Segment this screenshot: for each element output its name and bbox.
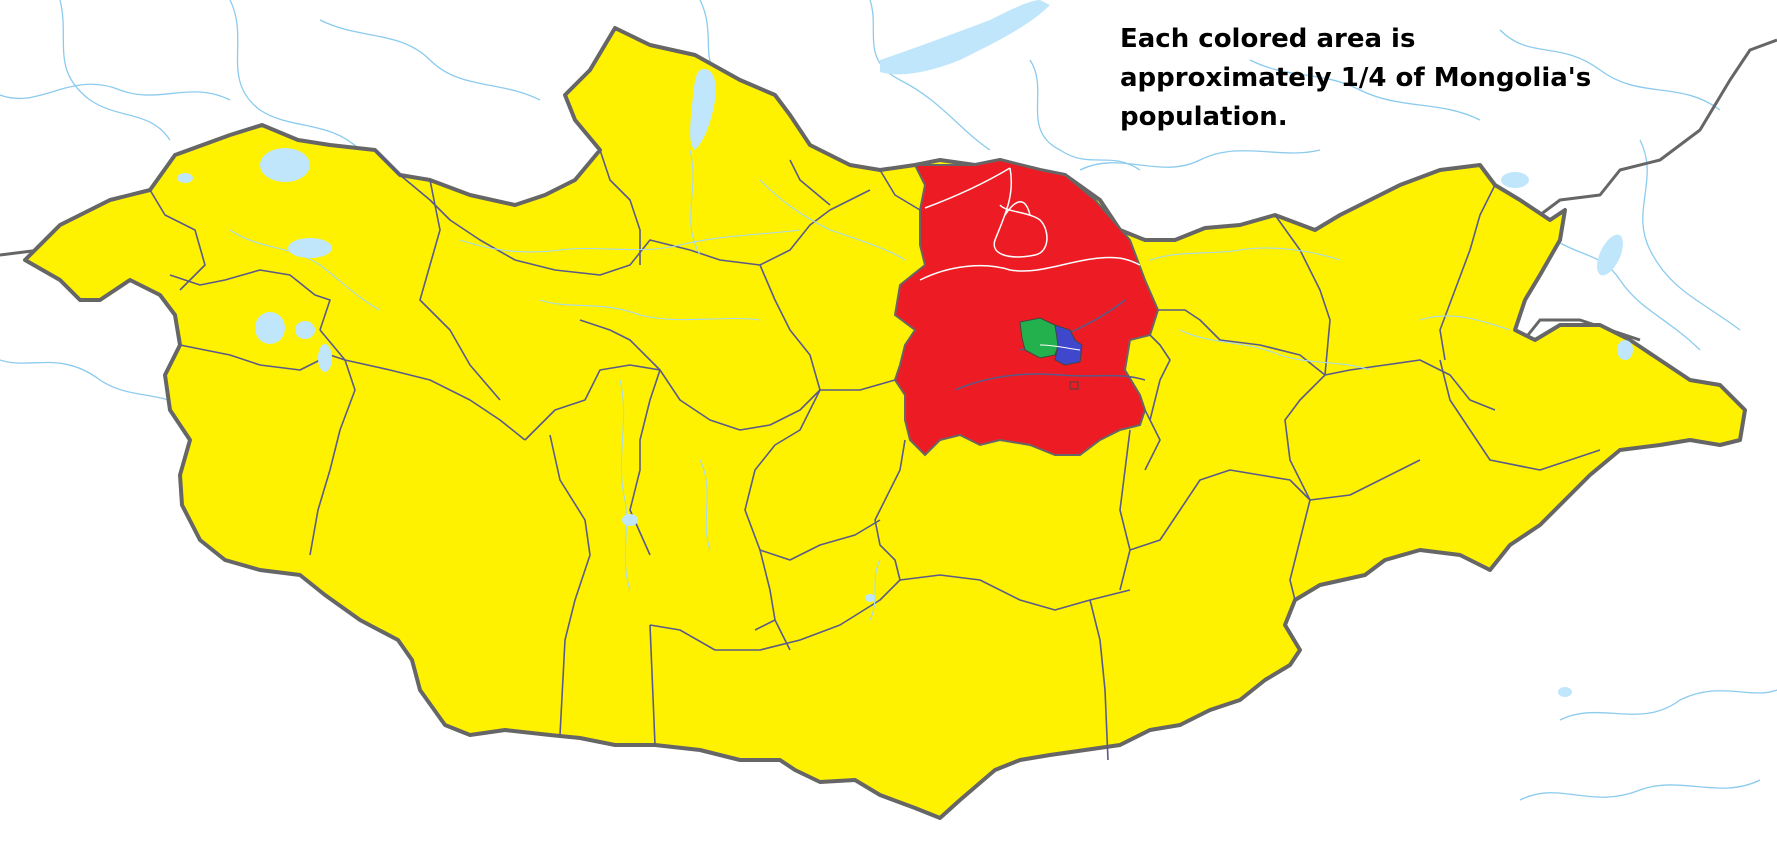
lake [1558, 687, 1572, 697]
province-border [774, 619, 791, 651]
green-area [1019, 317, 1061, 359]
province-border [179, 344, 346, 371]
map-caption: Each colored area is approximately 1/4 o… [1120, 20, 1680, 137]
river [1179, 329, 1371, 371]
yellow-province-borders [149, 149, 1601, 761]
province-border [1119, 429, 1131, 591]
caption-line: Each colored area is [1120, 24, 1416, 54]
province-border [759, 519, 881, 561]
red-area-subdivisions [919, 167, 1141, 281]
river [0, 83, 231, 101]
red-area [893, 158, 1160, 457]
lake [865, 594, 875, 602]
province-border [879, 169, 921, 211]
mongolia-lakes [177, 69, 1633, 602]
province-border [1309, 459, 1421, 501]
province-border [319, 329, 526, 441]
province-border [1324, 359, 1496, 411]
blue-area [1054, 324, 1083, 366]
province-border [649, 624, 656, 746]
province-border [514, 239, 691, 276]
ulaanbaatar-river [1039, 344, 1081, 351]
international-border [1494, 38, 1777, 217]
river [619, 379, 631, 591]
river [459, 229, 801, 253]
lake [177, 173, 193, 183]
province-border [1439, 359, 1601, 471]
river [0, 359, 191, 411]
province-border [789, 159, 831, 206]
river [1559, 689, 1777, 721]
province-border [1089, 599, 1109, 761]
river [59, 0, 171, 141]
river [229, 229, 381, 311]
province-border [1284, 374, 1326, 601]
river [1149, 247, 1341, 261]
lake-khovsgol [690, 69, 716, 150]
province-border [874, 439, 906, 581]
river [539, 299, 761, 321]
province-border [820, 379, 896, 391]
foreign-lakes [880, 0, 1623, 697]
province-border [919, 256, 1141, 281]
river [1499, 29, 1721, 111]
river [319, 19, 541, 101]
lake [1501, 172, 1529, 188]
province-border [419, 179, 501, 401]
province-border [374, 149, 516, 261]
province-border [149, 189, 206, 291]
river [1029, 59, 1141, 171]
lake [622, 514, 638, 526]
province-border [1158, 309, 1326, 376]
province-border [169, 269, 331, 331]
river [1639, 139, 1741, 331]
province-border [579, 319, 821, 431]
river [1539, 229, 1701, 351]
river [759, 179, 906, 261]
lake [1617, 340, 1633, 360]
red-exclave [1069, 381, 1079, 390]
lake [288, 238, 332, 258]
river [869, 0, 991, 151]
lake [318, 344, 332, 372]
province-border [954, 373, 1146, 391]
river [1079, 149, 1321, 171]
province-border [309, 359, 356, 556]
caption-line: approximately 1/4 of Mongolia's [1120, 63, 1592, 93]
lake-uvs [260, 148, 310, 182]
province-border [1274, 214, 1331, 376]
river [869, 559, 881, 621]
caption-line: population. [1120, 102, 1288, 132]
foreign-rivers [0, 0, 1777, 801]
province-border [924, 167, 1011, 209]
province-border [759, 264, 821, 391]
province-border [1149, 334, 1171, 421]
lake [255, 312, 285, 344]
province-border [1004, 201, 1031, 216]
river [689, 149, 701, 256]
province-border [524, 364, 661, 441]
river [699, 459, 711, 551]
lake-baikal [880, 0, 1050, 75]
province-border [689, 189, 871, 266]
province-border [649, 574, 1131, 651]
river [1249, 59, 1481, 121]
river [229, 0, 361, 151]
lake [1597, 234, 1623, 276]
internal-rivers [229, 149, 1511, 621]
province-border [744, 389, 821, 631]
province-border [549, 434, 591, 736]
province-border [1129, 469, 1311, 551]
province-border [599, 149, 641, 265]
river [1519, 779, 1761, 801]
lake [295, 321, 315, 339]
river [1419, 315, 1511, 331]
yellow-area-mongolia-base [23, 26, 1747, 820]
province-border [1439, 184, 1496, 361]
